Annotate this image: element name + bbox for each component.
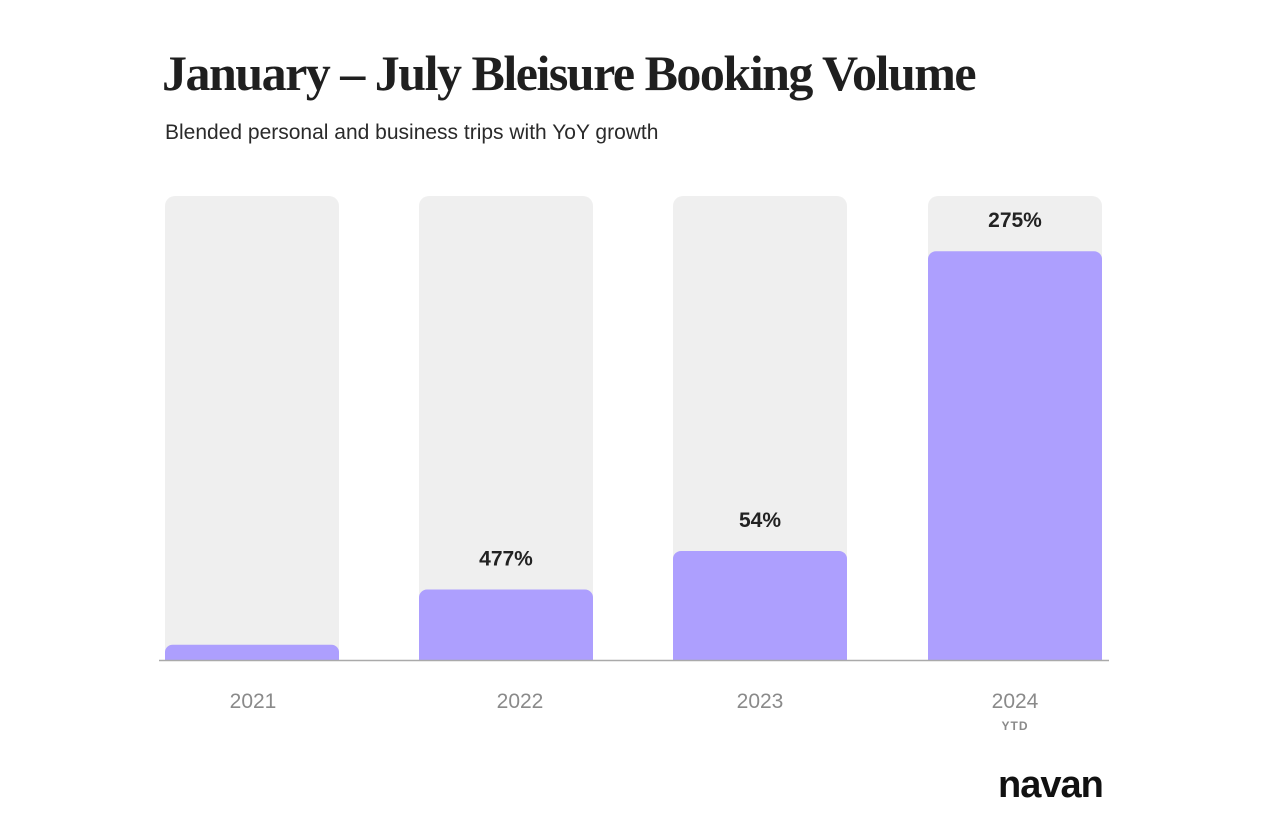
navan-logo: navan [998, 764, 1104, 806]
data-label-2024: 275% [988, 209, 1042, 232]
bars [165, 251, 1102, 660]
bar-2023 [673, 550, 847, 660]
data-labels: 477% 54% 275% [479, 209, 1042, 570]
bar-2024 [928, 251, 1102, 660]
tick-label-2024: 2024 [992, 690, 1039, 713]
chart-subtitle: Blended personal and business trips with… [165, 121, 659, 144]
x-tick-labels: 2021 2022 2023 2024 YTD [230, 690, 1039, 733]
tick-note-2024: YTD [1002, 719, 1029, 733]
tick-label-2021: 2021 [230, 690, 277, 713]
bar-2021 [165, 644, 339, 660]
bar-track-2022 [419, 196, 593, 660]
tick-label-2023: 2023 [737, 690, 784, 713]
bar-track-2023 [673, 196, 847, 660]
bar-2022 [419, 589, 593, 660]
data-label-2022: 477% [479, 547, 533, 570]
tick-label-2022: 2022 [497, 690, 544, 713]
logo-text: navan [998, 764, 1103, 806]
chart-title: January – July Bleisure Booking Volume [162, 45, 977, 101]
data-label-2023: 54% [739, 509, 781, 532]
bar-track-2021 [165, 196, 339, 660]
